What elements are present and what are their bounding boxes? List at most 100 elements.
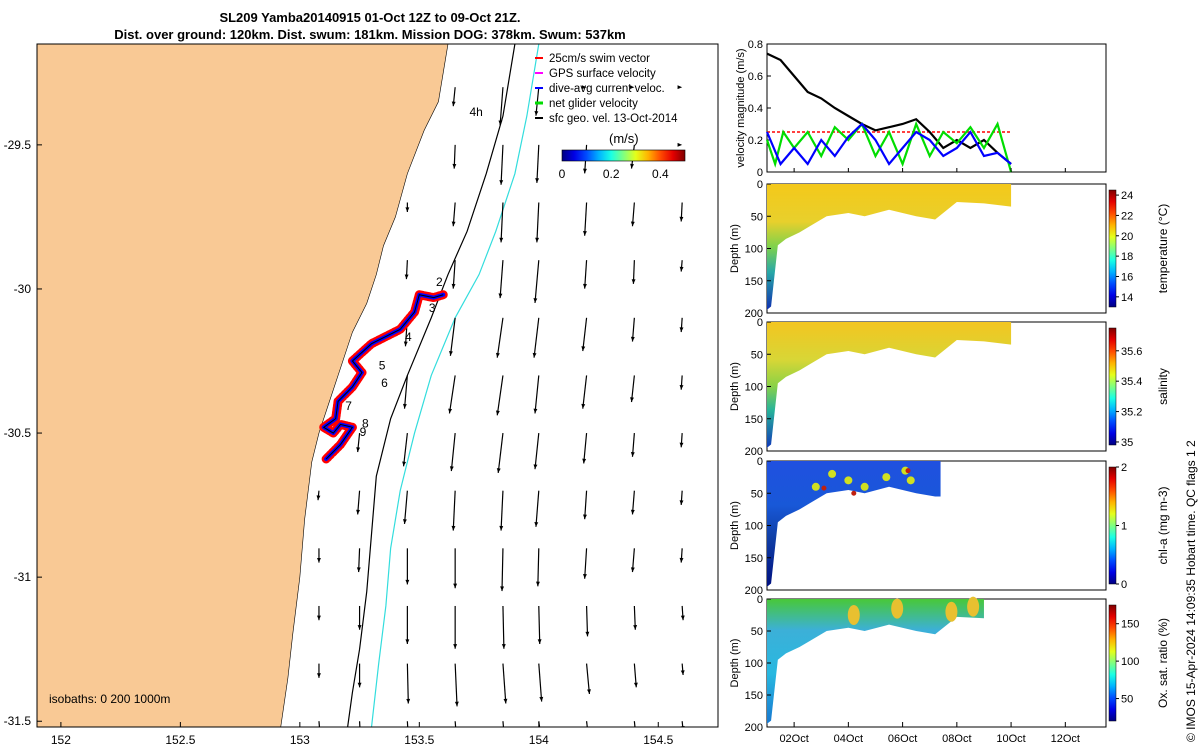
current-vector-arrow — [451, 202, 456, 227]
chl-patch — [828, 469, 837, 478]
current-vector-arrow — [633, 605, 638, 630]
colorbar-tick-label: 20 — [1121, 231, 1133, 243]
map-area — [37, 44, 685, 727]
oxygen-patch — [967, 596, 980, 617]
current-vector-arrow — [534, 87, 540, 116]
section-y-tick-label: 50 — [751, 211, 763, 223]
colorbar-tick-label: 50 — [1121, 694, 1133, 706]
legend-entry: 25cm/s swim vector — [549, 53, 650, 65]
current-vector-arrow — [495, 317, 504, 358]
current-vector-arrow — [317, 605, 321, 621]
chl-patch — [882, 473, 891, 482]
isobath-200m — [347, 44, 516, 727]
current-vector-arrow — [585, 663, 591, 695]
current-vector-arrow — [630, 317, 635, 342]
map-y-tick-label: -31.5 — [4, 714, 32, 728]
current-vector-arrow — [533, 260, 540, 303]
track-day-label: 4 — [405, 330, 412, 344]
current-vector-arrow — [496, 432, 504, 474]
current-vector-arrow — [356, 432, 361, 453]
current-vector-arrow — [357, 605, 362, 630]
map-colorbar — [561, 149, 686, 162]
current-vector-arrow — [499, 144, 504, 185]
section-y-tick-label: 0 — [757, 594, 763, 606]
current-vector-arrow — [630, 490, 635, 515]
current-vector-arrow — [585, 721, 588, 727]
chl-patch — [906, 476, 915, 485]
section-y-tick-label: 50 — [751, 349, 763, 361]
velocity-series-line — [765, 120, 1013, 173]
velocity-series-line — [765, 122, 1012, 167]
isobath-1000m — [370, 44, 540, 727]
section-field — [767, 599, 984, 724]
velocity-y-axis-label: velocity magnitude (m/s) — [735, 48, 747, 167]
section-y-tick-label: 0 — [757, 317, 763, 329]
current-vector-arrow — [406, 663, 411, 704]
velocity-y-tick-label: 0.8 — [748, 39, 763, 51]
current-vector-arrow — [317, 663, 321, 678]
velocity-series-line — [766, 52, 1012, 165]
map-colorbar-tick-label: 0.4 — [652, 167, 669, 181]
map-colorbar-tick-label: 0 — [559, 167, 566, 181]
section-y-tick-label: 200 — [745, 308, 763, 320]
current-vector-arrow — [680, 663, 685, 676]
current-vector-arrow — [585, 605, 590, 637]
current-vector-arrow — [583, 548, 588, 579]
section-y-tick-label: 100 — [745, 382, 763, 394]
current-vector-arrow — [532, 317, 540, 358]
track-day-label: 6 — [381, 376, 388, 390]
colorbar-tick-label: 14 — [1121, 292, 1133, 304]
current-vector-arrow — [451, 260, 456, 289]
map-colorbar-label: (m/s) — [609, 131, 639, 146]
chl-peak — [905, 468, 911, 474]
time-x-tick-label: 06Oct — [888, 733, 917, 745]
current-vector-arrow — [453, 605, 458, 649]
track-4h-label: 4h — [469, 105, 482, 119]
current-vector-arrow — [356, 548, 361, 573]
map-x-tick-label: 153 — [290, 733, 310, 747]
current-vector-arrow — [679, 260, 684, 272]
current-vector-arrow — [630, 375, 635, 403]
time-x-tick-label: 12Oct — [1051, 733, 1080, 745]
colorbar-tick-label: 35.2 — [1121, 407, 1142, 419]
section-field — [767, 322, 1012, 448]
track-day-label: 3 — [429, 301, 436, 315]
time-x-tick-label: 08Oct — [942, 733, 971, 745]
colorbar-tick-label: 35.6 — [1121, 346, 1142, 358]
map-x-tick-label: 154.5 — [643, 733, 673, 747]
current-vector-arrow — [501, 605, 506, 649]
track-day-label: 7 — [345, 399, 352, 413]
current-vector-arrow — [583, 490, 588, 520]
current-vector-arrow — [680, 721, 685, 727]
current-vector-arrow — [405, 605, 410, 644]
current-vector-arrow — [677, 85, 683, 90]
map-x-tick-label: 152.5 — [165, 733, 195, 747]
velocity-y-tick-label: 0.2 — [748, 135, 763, 147]
section-y-axis-label: Depth (m) — [729, 639, 741, 688]
current-vector-arrow — [535, 144, 540, 183]
current-vector-arrow — [499, 202, 504, 243]
current-vector-arrow — [404, 260, 409, 280]
section-y-axis-label: Depth (m) — [729, 224, 741, 273]
section-y-tick-label: 150 — [745, 690, 763, 702]
section-y-tick-label: 150 — [745, 553, 763, 565]
current-vector-arrow — [358, 721, 361, 727]
section-y-tick-label: 0 — [757, 456, 763, 468]
current-vector-arrow — [402, 490, 408, 524]
section-y-tick-label: 50 — [751, 488, 763, 500]
map-x-tick-label: 154 — [529, 733, 549, 747]
colorbar-tick-label: 1 — [1121, 521, 1127, 533]
section-y-tick-label: 100 — [745, 521, 763, 533]
current-vector-arrow — [630, 548, 635, 573]
current-vector-arrow — [535, 202, 540, 243]
track-day-label: 8 — [362, 416, 369, 430]
oxygen-patch — [847, 605, 860, 625]
current-vector-arrow — [500, 548, 505, 592]
section-y-tick-label: 100 — [745, 244, 763, 256]
current-vector-arrow — [536, 548, 540, 587]
oxygen-patch — [891, 598, 904, 619]
current-vector-arrow — [502, 663, 508, 704]
current-vector-arrow — [679, 433, 684, 448]
colorbar-tick-label: 24 — [1121, 190, 1133, 202]
current-vector-arrow — [498, 260, 504, 299]
